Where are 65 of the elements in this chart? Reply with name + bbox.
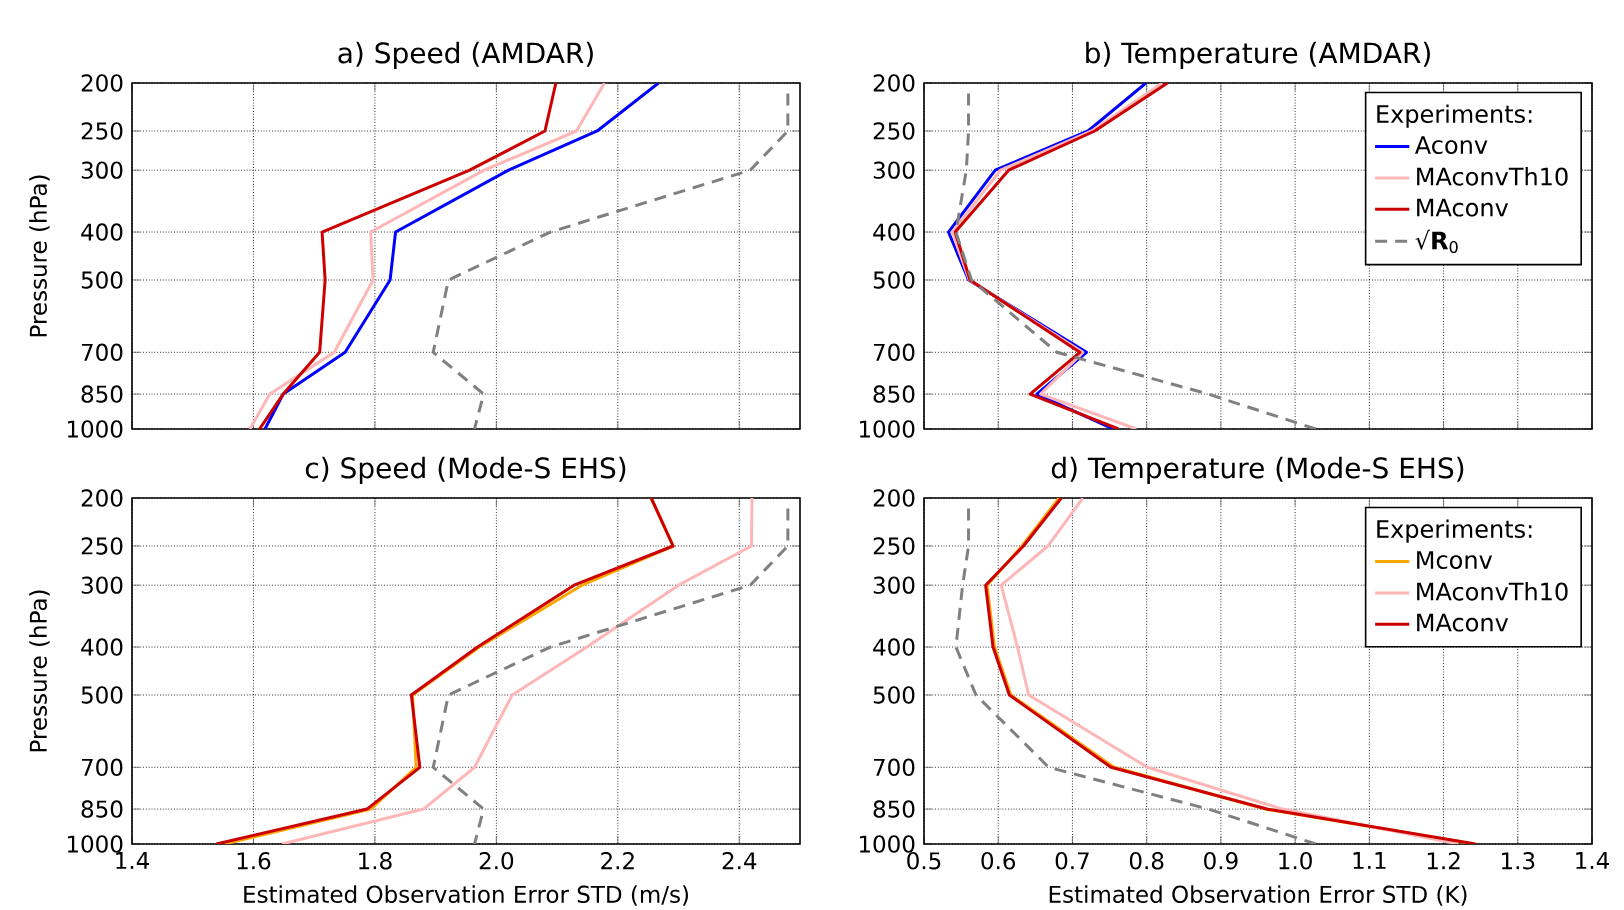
x-tick-label: 0.8	[1129, 852, 1164, 870]
legend-title: Experiments:	[1377, 519, 1532, 543]
x-tick-label: 1.1	[1353, 852, 1386, 869]
y-tick-label: 200	[873, 74, 915, 92]
x-tick-label: 1.2	[1427, 852, 1460, 870]
y-tick-label: 700	[873, 758, 915, 776]
y-tick-label: 200	[81, 489, 123, 507]
y-tick-label: 850	[81, 385, 123, 403]
y-tick-label: 250	[81, 537, 123, 555]
x-tick-label: 2.2	[601, 852, 634, 870]
legend-label: MAconv	[1417, 198, 1509, 217]
y-tick-label: 300	[873, 161, 915, 179]
legend-label: MAconvTh10	[1417, 582, 1568, 601]
x-tick-label: 1.8	[359, 852, 392, 870]
y-tick-label: 700	[873, 343, 915, 361]
x-tick-label: 1.4	[1576, 852, 1609, 869]
y-axis-title: Pressure (hPa)	[29, 590, 50, 752]
y-tick-label: 850	[81, 800, 123, 818]
y-tick-label: 300	[81, 161, 123, 179]
legend-label: MAconvTh10	[1417, 167, 1568, 186]
x-axis-title: Estimated Observation Error STD (m/s)	[244, 885, 689, 906]
x-tick-label: 0.5	[907, 852, 941, 870]
y-axis-title: Pressure (hPa)	[29, 175, 50, 337]
y-tick-label: 850	[873, 800, 915, 818]
y-tick-label: 200	[81, 74, 123, 92]
y-tick-label: 250	[873, 537, 915, 555]
x-tick-label: 1.3	[1502, 852, 1535, 870]
y-tick-label: 1000	[859, 420, 915, 438]
y-tick-label: 400	[873, 638, 915, 656]
y-tick-label: 700	[81, 758, 123, 776]
legend-label: √R$_{0}$	[1415, 229, 1458, 254]
legend-title: Experiments:	[1377, 104, 1532, 128]
y-tick-label: 500	[81, 271, 123, 289]
y-tick-label: 400	[873, 223, 915, 241]
y-tick-label: 250	[81, 122, 123, 140]
x-tick-label: 1.0	[1279, 852, 1312, 870]
y-tick-label: 250	[873, 122, 915, 140]
y-tick-label: 500	[873, 686, 915, 704]
y-tick-label: 1000	[859, 835, 915, 853]
y-tick-label: 1000	[67, 420, 123, 438]
y-tick-label: 300	[81, 576, 123, 594]
x-tick-label: 2.0	[479, 852, 514, 870]
y-tick-label: 400	[81, 223, 123, 241]
y-tick-label: 700	[81, 343, 123, 361]
y-tick-label: 400	[81, 638, 123, 656]
chart-title: a) Speed (AMDAR)	[338, 41, 593, 69]
legend-label: Mconv	[1417, 551, 1493, 569]
chart-title: c) Speed (Mode-S EHS)	[305, 456, 626, 484]
x-axis-title: Estimated Observation Error STD (K)	[1049, 885, 1467, 906]
chart-title: b) Temperature (AMDAR)	[1086, 41, 1430, 69]
legend-label: MAconv	[1417, 613, 1509, 632]
y-tick-label: 300	[873, 576, 915, 594]
x-tick-label: 0.6	[981, 852, 1016, 870]
x-tick-label: 2.4	[722, 852, 757, 870]
y-tick-label: 200	[873, 489, 915, 507]
x-tick-label: 1.4	[116, 852, 149, 869]
chart-title: d) Temperature (Mode-S EHS)	[1051, 456, 1464, 484]
y-tick-label: 1000	[67, 835, 123, 853]
x-tick-label: 0.7	[1055, 852, 1089, 870]
y-tick-label: 500	[81, 686, 123, 704]
x-tick-label: 1.6	[237, 852, 271, 870]
legend-label: Aconv	[1414, 136, 1488, 154]
y-tick-label: 500	[873, 271, 915, 289]
y-tick-label: 850	[873, 385, 915, 403]
x-tick-label: 0.9	[1204, 852, 1238, 870]
